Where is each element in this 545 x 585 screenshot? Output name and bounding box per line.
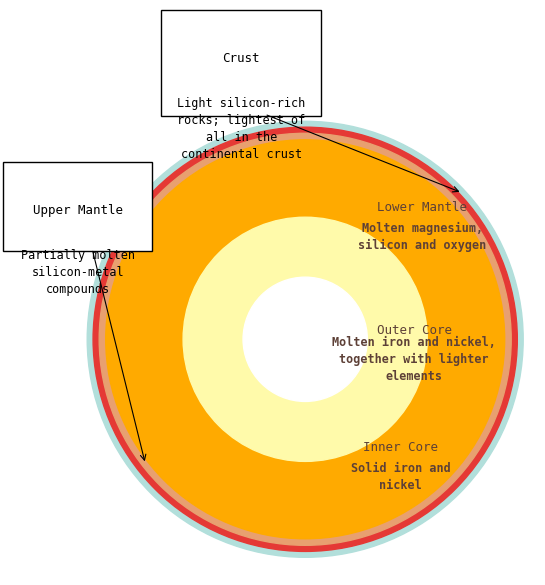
Circle shape bbox=[183, 217, 427, 462]
Text: Molten magnesium,
silicon and oxygen: Molten magnesium, silicon and oxygen bbox=[358, 222, 487, 252]
Text: Inner Core: Inner Core bbox=[363, 441, 438, 454]
Text: Outer Core: Outer Core bbox=[377, 324, 452, 337]
Circle shape bbox=[99, 133, 511, 545]
Text: Molten iron and nickel,
together with lighter
elements: Molten iron and nickel, together with li… bbox=[332, 336, 496, 383]
Text: Light silicon-rich
rocks; lightest of
all in the
continental crust: Light silicon-rich rocks; lightest of al… bbox=[177, 97, 305, 160]
Circle shape bbox=[243, 277, 367, 401]
Circle shape bbox=[93, 127, 517, 552]
Circle shape bbox=[106, 140, 505, 539]
FancyBboxPatch shape bbox=[3, 162, 152, 250]
Text: Partially molten
silicon-metal
compounds: Partially molten silicon-metal compounds bbox=[21, 249, 135, 295]
FancyBboxPatch shape bbox=[161, 10, 321, 116]
Text: Upper Mantle: Upper Mantle bbox=[33, 204, 123, 217]
Circle shape bbox=[87, 121, 523, 558]
Text: Crust: Crust bbox=[222, 52, 260, 65]
Text: Solid iron and
nickel: Solid iron and nickel bbox=[350, 462, 451, 492]
Text: Lower Mantle: Lower Mantle bbox=[377, 201, 468, 214]
